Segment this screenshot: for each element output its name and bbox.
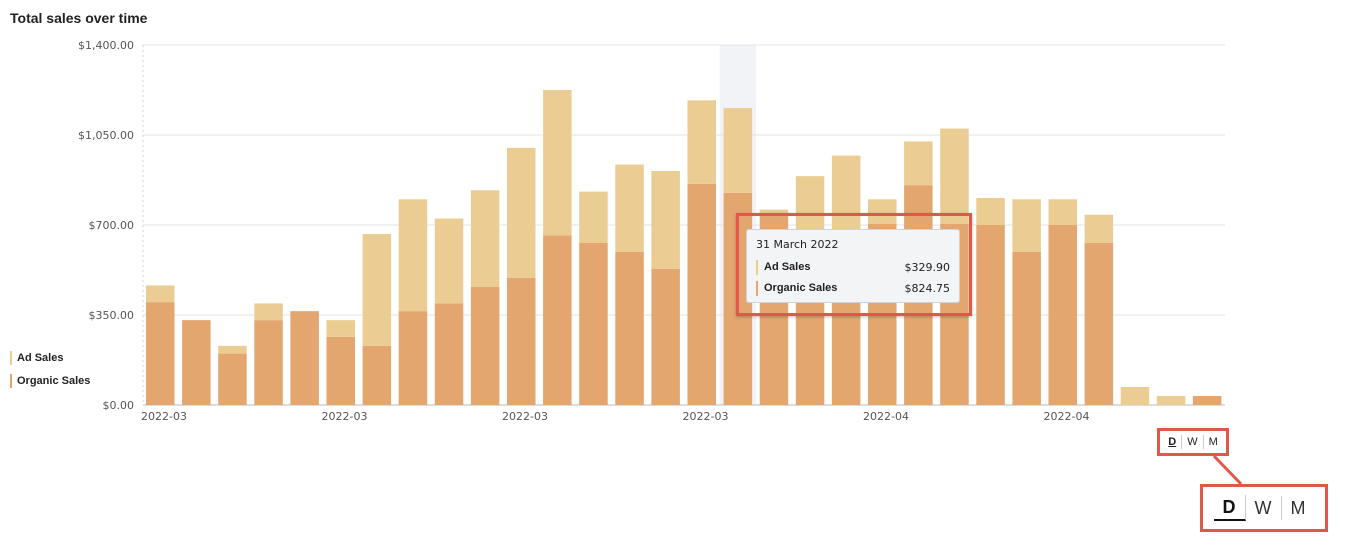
y-tick-label: $0.00 [103, 399, 135, 412]
bar-organic-sales [470, 286, 500, 405]
legend-item-ad-sales[interactable]: Ad Sales [10, 350, 90, 366]
bar-organic-sales [218, 353, 247, 405]
bar-ad-sales [470, 190, 500, 287]
bar-ad-sales [1156, 396, 1186, 405]
granularity-day-button[interactable]: D [1163, 435, 1183, 449]
x-tick-label: 2022-03 [322, 410, 368, 423]
legend-swatch-organic-sales [10, 374, 12, 388]
bar-ad-sales [759, 209, 789, 214]
bar-organic-sales [507, 277, 536, 405]
bar-ad-sales [254, 303, 283, 321]
tooltip-row-ad-sales: Ad Sales $329.90 [756, 259, 950, 275]
bar-ad-sales [1084, 214, 1114, 243]
bar-organic-sales [254, 320, 283, 405]
bar-organic-sales [1084, 243, 1114, 405]
bar-organic-sales [182, 320, 211, 405]
bar-ad-sales [976, 198, 1005, 225]
granularity-week-button-zoomed[interactable]: W [1246, 496, 1282, 520]
tooltip-swatch-organic-sales [756, 280, 758, 296]
bar-ad-sales [651, 171, 680, 269]
bar-organic-sales [362, 345, 392, 405]
bar-organic-sales [651, 268, 680, 405]
tooltip-row-organic-sales: Organic Sales $824.75 [756, 280, 950, 296]
x-tick-label: 2022-04 [1044, 410, 1090, 423]
bar-ad-sales [1012, 199, 1041, 252]
x-tick-label: 2022-03 [502, 410, 548, 423]
tooltip-label-ad-sales: Ad Sales [764, 261, 811, 273]
granularity-week-button[interactable]: W [1182, 435, 1204, 449]
bar-organic-sales [398, 311, 428, 405]
tooltip-value-ad-sales: $329.90 [904, 260, 951, 274]
granularity-month-button-zoomed[interactable]: M [1290, 498, 1306, 518]
bar-ad-sales [326, 320, 355, 337]
granularity-month-button[interactable]: M [1208, 436, 1218, 448]
bar-ad-sales [1120, 387, 1150, 405]
chart-tooltip: 31 March 2022 Ad Sales $329.90 Organic S… [746, 229, 960, 303]
bar-ad-sales [146, 285, 175, 303]
granularity-toggle-zoomed: D W M [1200, 484, 1328, 532]
bar-organic-sales [1048, 225, 1077, 405]
legend-label-organic-sales: Organic Sales [17, 375, 91, 387]
y-tick-label: $1,400.00 [78, 39, 134, 52]
legend-swatch-ad-sales [10, 351, 12, 365]
tooltip-value-organic-sales: $824.75 [904, 281, 951, 295]
bar-ad-sales [543, 90, 572, 236]
bar-ad-sales [940, 128, 969, 224]
bar-ad-sales [579, 191, 608, 243]
bar-ad-sales [904, 141, 933, 186]
bar-organic-sales [579, 243, 608, 405]
granularity-day-button-zoomed[interactable]: D [1213, 495, 1246, 521]
legend-label-ad-sales: Ad Sales [17, 352, 64, 364]
legend-item-organic-sales[interactable]: Organic Sales [10, 373, 90, 389]
bar-ad-sales [795, 176, 825, 234]
bar-organic-sales [1192, 396, 1222, 405]
bar-ad-sales [434, 218, 464, 304]
x-tick-label: 2022-03 [141, 410, 187, 423]
bar-organic-sales [290, 311, 319, 405]
bar-organic-sales [615, 252, 644, 405]
bar-organic-sales [1012, 252, 1041, 405]
bar-organic-sales [687, 183, 716, 405]
bar-ad-sales [868, 199, 897, 224]
chart-legend: Ad Sales Organic Sales [10, 350, 90, 396]
bar-ad-sales [507, 147, 536, 278]
bar-ad-sales [831, 155, 861, 232]
bar-ad-sales [687, 100, 716, 184]
y-tick-label: $350.00 [89, 309, 135, 322]
tooltip-swatch-ad-sales [756, 259, 758, 275]
y-tick-label: $700.00 [89, 219, 135, 232]
bar-ad-sales [1048, 199, 1077, 225]
bar-ad-sales [218, 345, 247, 354]
x-tick-label: 2022-04 [863, 410, 909, 423]
tooltip-highlight-frame [736, 213, 972, 316]
bar-organic-sales [326, 336, 355, 405]
tooltip-label-organic-sales: Organic Sales [764, 282, 838, 294]
bar-organic-sales [543, 235, 572, 405]
tooltip-date: 31 March 2022 [756, 238, 839, 251]
bar-organic-sales [976, 225, 1005, 405]
bar-ad-sales [723, 108, 753, 193]
x-tick-label: 2022-03 [683, 410, 729, 423]
bar-ad-sales [362, 234, 392, 346]
y-tick-label: $1,050.00 [78, 129, 134, 142]
bar-ad-sales [615, 164, 644, 252]
bar-organic-sales [146, 302, 175, 405]
chart-title: Total sales over time [10, 10, 148, 26]
bar-organic-sales [434, 303, 464, 405]
granularity-toggle: D W M [1157, 428, 1229, 456]
bar-ad-sales [398, 199, 428, 312]
